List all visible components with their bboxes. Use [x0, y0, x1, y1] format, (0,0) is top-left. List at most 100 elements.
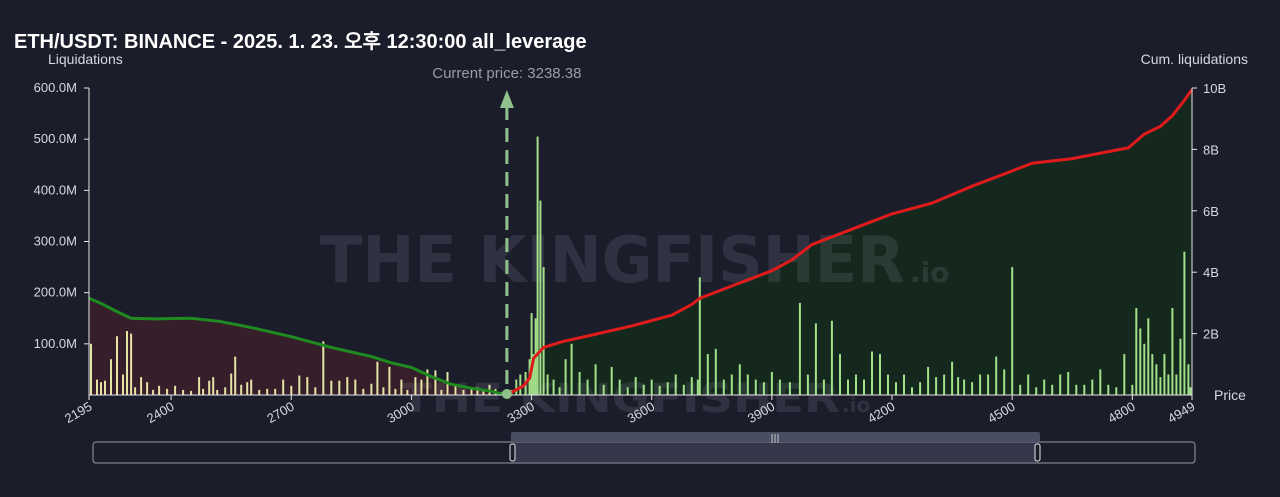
- long-liquidation-bar: [382, 387, 385, 395]
- short-liquidation-bar: [539, 200, 542, 395]
- short-liquidation-bar: [1143, 343, 1146, 395]
- long-liquidation-bar: [240, 384, 243, 395]
- long-liquidation-bar: [212, 377, 215, 395]
- short-liquidation-bar: [1155, 364, 1158, 395]
- short-liquidation-bar: [1107, 384, 1110, 395]
- watermark-brand: THE KINGFISHER: [320, 224, 905, 298]
- short-liquidation-bar: [895, 382, 897, 395]
- short-liquidation-bar: [1139, 328, 1142, 395]
- short-liquidation-bar: [696, 379, 699, 395]
- long-liquidation-bar: [362, 388, 365, 395]
- long-liquidation-bar: [440, 389, 443, 395]
- long-liquidation-bar: [234, 356, 237, 395]
- short-liquidation-bar: [911, 387, 913, 395]
- short-liquidation-bar: [1027, 374, 1030, 395]
- long-liquidation-bar: [370, 383, 373, 395]
- short-liquidation-bar: [987, 374, 990, 395]
- long-liquidation-bar: [470, 388, 473, 395]
- long-liquidation-bar: [152, 389, 155, 395]
- short-cumulative-area: [506, 89, 1192, 395]
- long-liquidation-bar: [198, 377, 201, 395]
- long-liquidation-bar: [298, 375, 301, 395]
- short-liquidation-bar: [722, 379, 725, 395]
- short-liquidation-bar: [602, 384, 605, 395]
- short-liquidation-bar: [1115, 387, 1118, 395]
- range-slider-grip[interactable]: [511, 432, 1040, 442]
- long-liquidation-bar: [462, 389, 465, 395]
- short-liquidation-bar: [594, 364, 597, 395]
- long-liquidation-bar: [130, 333, 133, 395]
- short-liquidation-bar: [1019, 384, 1022, 395]
- current-price-arrow: [499, 90, 514, 108]
- range-slider-left-handle[interactable]: [509, 443, 516, 462]
- long-liquidation-bar: [190, 390, 193, 395]
- long-liquidation-bar: [258, 389, 261, 395]
- long-liquidation-bar: [266, 388, 269, 395]
- long-liquidation-bar: [182, 389, 185, 395]
- x-tick-label: 2700: [264, 399, 297, 426]
- short-liquidation-bar: [855, 374, 857, 395]
- short-liquidation-bar: [1123, 354, 1126, 395]
- long-liquidation-bar: [100, 382, 102, 395]
- short-liquidation-bar: [1179, 338, 1182, 395]
- short-liquidation-bar: [887, 374, 889, 395]
- long-liquidation-bar: [314, 387, 317, 395]
- short-liquidation-bar: [1003, 369, 1006, 395]
- short-liquidation-bar: [650, 379, 653, 395]
- long-liquidation-bar: [420, 379, 423, 395]
- short-liquidation-bar: [542, 267, 545, 395]
- cumulative-fills: [89, 89, 1192, 395]
- short-liquidation-bar: [927, 366, 930, 395]
- long-liquidation-bar: [388, 366, 391, 395]
- short-liquidation-bar: [770, 372, 773, 395]
- short-liquidation-bar: [1163, 354, 1166, 395]
- long-liquidation-bar: [376, 361, 379, 395]
- long-liquidation-bar: [140, 377, 143, 395]
- short-liquidation-bar: [738, 364, 741, 395]
- short-liquidation-bar: [871, 351, 873, 395]
- short-liquidation-bar: [1043, 379, 1046, 395]
- long-liquidation-bar: [104, 380, 106, 395]
- long-liquidation-bar: [426, 369, 429, 395]
- short-liquidation-bar: [788, 382, 791, 395]
- short-liquidation-bar: [754, 379, 757, 395]
- long-liquidation-bar: [90, 343, 92, 395]
- long-liquidation-bar: [158, 385, 161, 395]
- short-liquidation-bar: [995, 356, 998, 395]
- short-liquidation-bar: [642, 384, 645, 395]
- short-liquidation-bar: [564, 359, 567, 395]
- short-liquidation-bar: [746, 374, 749, 395]
- short-liquidation-bar: [839, 354, 841, 395]
- long-liquidation-bar: [482, 390, 485, 395]
- long-liquidation-bar: [434, 370, 437, 395]
- short-liquidation-bar: [1083, 384, 1086, 395]
- x-tick-label: 2400: [144, 399, 177, 426]
- long-liquidation-bar: [246, 382, 249, 395]
- chart-title: ETH/USDT: BINANCE - 2025. 1. 23. 오후 12:3…: [14, 30, 587, 53]
- long-liquidation-bar: [322, 341, 325, 395]
- y-tick-label: 500.0M: [34, 131, 77, 146]
- range-slider-right-handle[interactable]: [1034, 443, 1041, 462]
- watermark: THE KINGFISHER .io THE KINGFISHER .io: [320, 224, 949, 422]
- long-liquidation-bar: [126, 331, 128, 395]
- long-liquidation-bar: [338, 380, 341, 395]
- long-liquidation-bar: [290, 385, 293, 395]
- range-slider-selection[interactable]: [513, 443, 1038, 462]
- short-liquidation-bar: [530, 313, 533, 395]
- x-axis-label: Price: [1214, 387, 1246, 403]
- short-liquidation-bar: [618, 379, 621, 395]
- short-liquidation-bar: [822, 379, 825, 395]
- long-liquidation-bar: [476, 387, 479, 395]
- short-liquidation-bar: [698, 277, 701, 395]
- x-tick-label: 4800: [1105, 399, 1138, 426]
- liquidation-bars: [90, 136, 1192, 396]
- short-liquidation-bar: [666, 382, 669, 395]
- short-liquidation-bar: [1011, 267, 1014, 395]
- short-liquidation-bar: [570, 343, 573, 395]
- short-liquidation-bar: [971, 382, 974, 395]
- range-slider[interactable]: |||: [92, 432, 1196, 464]
- long-liquidation-bar: [116, 336, 118, 395]
- watermark-suffix: .io: [910, 256, 949, 289]
- short-liquidation-bar: [1183, 251, 1186, 395]
